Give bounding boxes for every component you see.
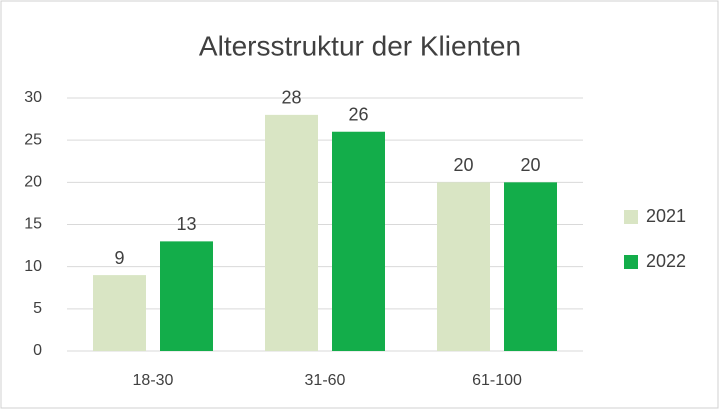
bar: [504, 182, 557, 351]
data-label: 28: [281, 88, 301, 108]
x-tick-label: 18-30: [133, 372, 174, 389]
legend-swatch: [624, 255, 638, 269]
data-label: 13: [176, 214, 196, 234]
bar: [160, 241, 213, 351]
x-tick-label: 61-100: [472, 372, 522, 389]
bar: [437, 182, 490, 351]
data-label: 20: [520, 155, 540, 175]
chart-title: Altersstruktur der Klienten: [199, 30, 521, 61]
y-tick-label: 10: [24, 258, 42, 275]
y-tick-label: 15: [24, 216, 42, 233]
legend-swatch: [624, 210, 638, 224]
legend-label: 2022: [646, 251, 686, 271]
x-tick-label: 31-60: [305, 372, 346, 389]
bar: [265, 114, 318, 351]
data-label: 26: [348, 104, 368, 124]
y-tick-label: 20: [24, 174, 42, 191]
data-label: 9: [114, 248, 124, 268]
y-tick-label: 0: [33, 342, 42, 359]
bar: [93, 275, 146, 351]
y-tick-label: 5: [33, 300, 42, 317]
y-tick-label: 30: [24, 89, 42, 106]
y-tick-label: 25: [24, 131, 42, 148]
legend-label: 2021: [646, 206, 686, 226]
data-label: 20: [453, 155, 473, 175]
bar: [332, 131, 385, 351]
